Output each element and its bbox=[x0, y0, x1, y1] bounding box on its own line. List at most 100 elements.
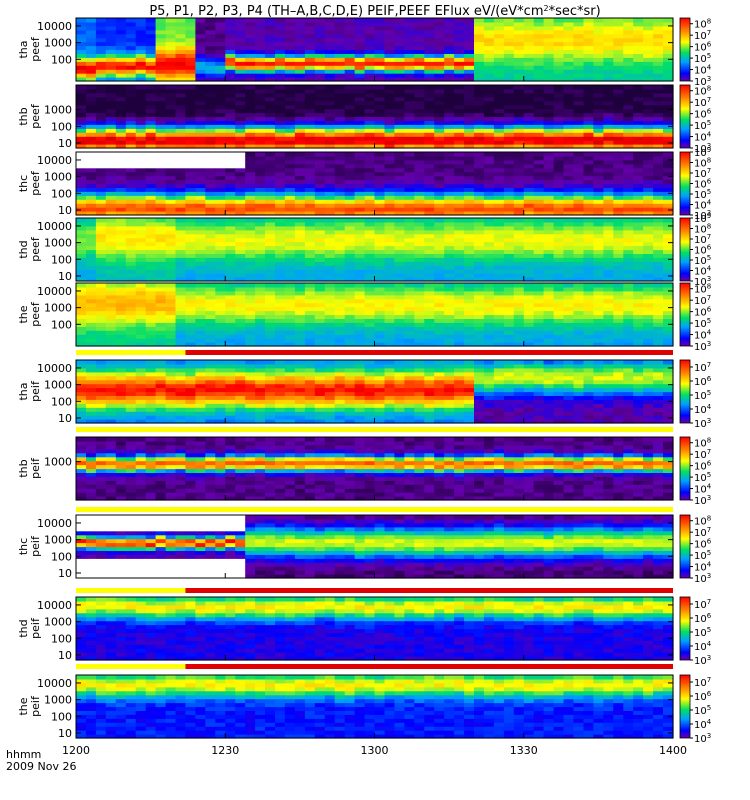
heatmap-cell bbox=[165, 306, 177, 312]
heatmap-cell bbox=[493, 92, 505, 98]
heatmap-cell bbox=[155, 318, 167, 323]
heatmap-cell bbox=[275, 283, 286, 288]
heatmap-cell bbox=[344, 45, 356, 51]
heatmap-cell bbox=[235, 283, 246, 288]
heatmap-cell bbox=[533, 163, 545, 169]
heatmap-cell bbox=[86, 155, 97, 161]
heatmap-cell bbox=[275, 41, 286, 47]
colorbar-tick-label: 107 bbox=[694, 233, 711, 246]
heatmap-cell bbox=[394, 140, 405, 145]
heatmap-cell bbox=[155, 203, 167, 208]
heatmap-cell bbox=[633, 25, 644, 31]
heatmap-cell bbox=[185, 207, 196, 212]
heatmap-cell bbox=[493, 45, 505, 51]
heatmap-cell bbox=[633, 179, 644, 185]
heatmap-cell bbox=[235, 211, 246, 216]
heatmap-cell bbox=[454, 342, 465, 347]
heatmap-cell bbox=[523, 283, 535, 288]
heatmap-cell bbox=[255, 269, 266, 274]
heatmap-cell bbox=[474, 33, 485, 39]
heatmap-cell bbox=[95, 277, 107, 282]
heatmap-cell bbox=[414, 277, 425, 282]
y-tick-label: 10 bbox=[58, 204, 72, 217]
heatmap-cell bbox=[215, 108, 226, 114]
heatmap-cell bbox=[414, 203, 425, 208]
heatmap-cell bbox=[155, 112, 167, 118]
heatmap-cell bbox=[245, 233, 256, 239]
heatmap-cell bbox=[553, 49, 565, 54]
heatmap-cell bbox=[464, 257, 475, 262]
heatmap-cell bbox=[284, 261, 296, 266]
heatmap-cell bbox=[503, 277, 515, 282]
heatmap-cell bbox=[145, 286, 157, 292]
heatmap-cell bbox=[165, 144, 177, 149]
heatmap-cell bbox=[135, 61, 147, 66]
heatmap-cell bbox=[275, 124, 286, 129]
heatmap-cell bbox=[95, 298, 107, 304]
heatmap-cell bbox=[603, 273, 614, 278]
heatmap-cell bbox=[394, 96, 405, 102]
heatmap-cell bbox=[374, 45, 386, 51]
heatmap-cell bbox=[454, 152, 465, 157]
heatmap-cell bbox=[195, 140, 206, 145]
heatmap-cell bbox=[195, 241, 206, 247]
heatmap-cell bbox=[76, 136, 87, 141]
heatmap-cell bbox=[434, 286, 445, 292]
heatmap-cell bbox=[523, 237, 535, 243]
heatmap-cell bbox=[553, 183, 565, 188]
heatmap-cell bbox=[225, 167, 236, 173]
heatmap-cell bbox=[394, 57, 405, 62]
heatmap-cell bbox=[513, 314, 525, 319]
heatmap-cell bbox=[573, 96, 585, 102]
heatmap-cell bbox=[633, 73, 644, 78]
heatmap-cell bbox=[533, 132, 545, 137]
heatmap-cell bbox=[394, 261, 405, 266]
heatmap-cell bbox=[623, 167, 634, 173]
heatmap-cell bbox=[76, 383, 87, 389]
heatmap-cell bbox=[633, 65, 644, 70]
heatmap-cell bbox=[185, 183, 196, 188]
heatmap-cell bbox=[344, 175, 356, 181]
heatmap-cell bbox=[225, 306, 236, 312]
heatmap-cell bbox=[404, 211, 415, 216]
heatmap-cell bbox=[294, 195, 306, 200]
heatmap-cell bbox=[623, 45, 634, 51]
heatmap-cell bbox=[434, 322, 445, 327]
heatmap-cell bbox=[205, 92, 216, 98]
heatmap-cell bbox=[95, 360, 107, 365]
heatmap-cell bbox=[165, 116, 177, 121]
heatmap-cell bbox=[86, 387, 97, 393]
heatmap-cell bbox=[503, 229, 515, 235]
heatmap-cell bbox=[354, 269, 366, 274]
heatmap-cell bbox=[324, 334, 336, 339]
heatmap-cell bbox=[434, 225, 445, 231]
heatmap-cell bbox=[205, 338, 216, 343]
heatmap-cell bbox=[255, 57, 266, 62]
heatmap-cell bbox=[165, 245, 177, 251]
heatmap-cell bbox=[95, 269, 107, 274]
heatmap-cell bbox=[384, 73, 395, 78]
heatmap-cell bbox=[434, 53, 445, 58]
heatmap-cell bbox=[593, 45, 604, 51]
colorbar-tick-label: 104 bbox=[694, 265, 712, 278]
heatmap-cell bbox=[294, 229, 306, 235]
heatmap-cell bbox=[573, 29, 585, 35]
heatmap-cell bbox=[663, 269, 674, 274]
heatmap-cell bbox=[603, 249, 614, 254]
heatmap-cell bbox=[175, 18, 186, 23]
heatmap-cell bbox=[195, 116, 206, 121]
heatmap-cell bbox=[503, 69, 515, 74]
heatmap-cell bbox=[643, 136, 654, 141]
heatmap-cell bbox=[553, 152, 565, 157]
heatmap-cell bbox=[145, 183, 157, 188]
heatmap-cell bbox=[344, 116, 356, 121]
heatmap-cell bbox=[464, 199, 475, 204]
heatmap-cell bbox=[414, 88, 425, 94]
heatmap-cell bbox=[334, 187, 346, 192]
heatmap-cell bbox=[653, 144, 664, 149]
heatmap-cell bbox=[483, 195, 495, 200]
heatmap-cell bbox=[215, 273, 226, 278]
heatmap-cell bbox=[86, 310, 97, 316]
heatmap-cell bbox=[294, 116, 306, 121]
heatmap-cell bbox=[284, 128, 296, 133]
